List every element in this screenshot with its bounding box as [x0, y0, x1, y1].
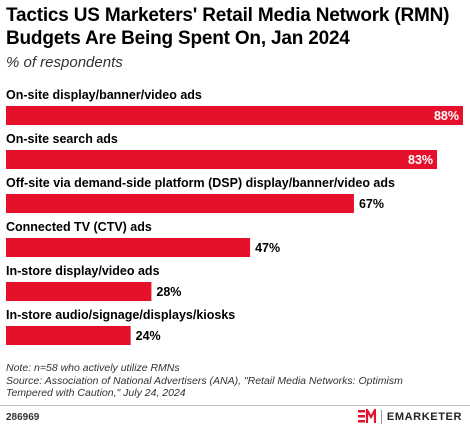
- bar-chart: On-site display/banner/video ads 88% On-si…: [6, 88, 463, 345]
- note-text: Note: n=58 who actively utilize RMNs: [6, 362, 180, 374]
- category-label: On-site search ads: [6, 132, 118, 146]
- chart-id: 286969: [6, 412, 40, 423]
- brand-logo: EMARKETER: [357, 409, 462, 424]
- bar: [6, 282, 152, 301]
- bar: [6, 106, 463, 125]
- value-label: 28%: [156, 285, 181, 299]
- em-logo-icon: [357, 409, 376, 423]
- category-label: In-store audio/signage/displays/kiosks: [6, 308, 235, 322]
- value-label: 67%: [359, 197, 384, 211]
- source-text: Source: Association of National Advertis…: [6, 374, 403, 400]
- bar: [6, 238, 251, 257]
- value-label: 47%: [255, 241, 280, 255]
- value-label: 88%: [434, 109, 459, 123]
- category-label: Off-site via demand-side platform (DSP) …: [6, 176, 395, 190]
- bar: [6, 150, 438, 169]
- bar: [6, 326, 131, 345]
- chart-notes: Note: n=58 who actively utilize RMNs Sou…: [6, 362, 426, 400]
- bar: [6, 194, 354, 213]
- chart-subtitle: % of respondents: [6, 54, 123, 71]
- footer-divider: [0, 405, 470, 406]
- logo-separator: [380, 409, 382, 424]
- category-label: On-site display/banner/video ads: [6, 88, 202, 102]
- category-label: In-store display/video ads: [6, 264, 160, 278]
- value-label: 24%: [136, 329, 161, 343]
- chart-title: Tactics US Marketers' Retail Media Netwo…: [6, 5, 450, 49]
- value-label: 83%: [408, 153, 433, 167]
- category-label: Connected TV (CTV) ads: [6, 220, 152, 234]
- brand-name: EMARKETER: [386, 410, 462, 423]
